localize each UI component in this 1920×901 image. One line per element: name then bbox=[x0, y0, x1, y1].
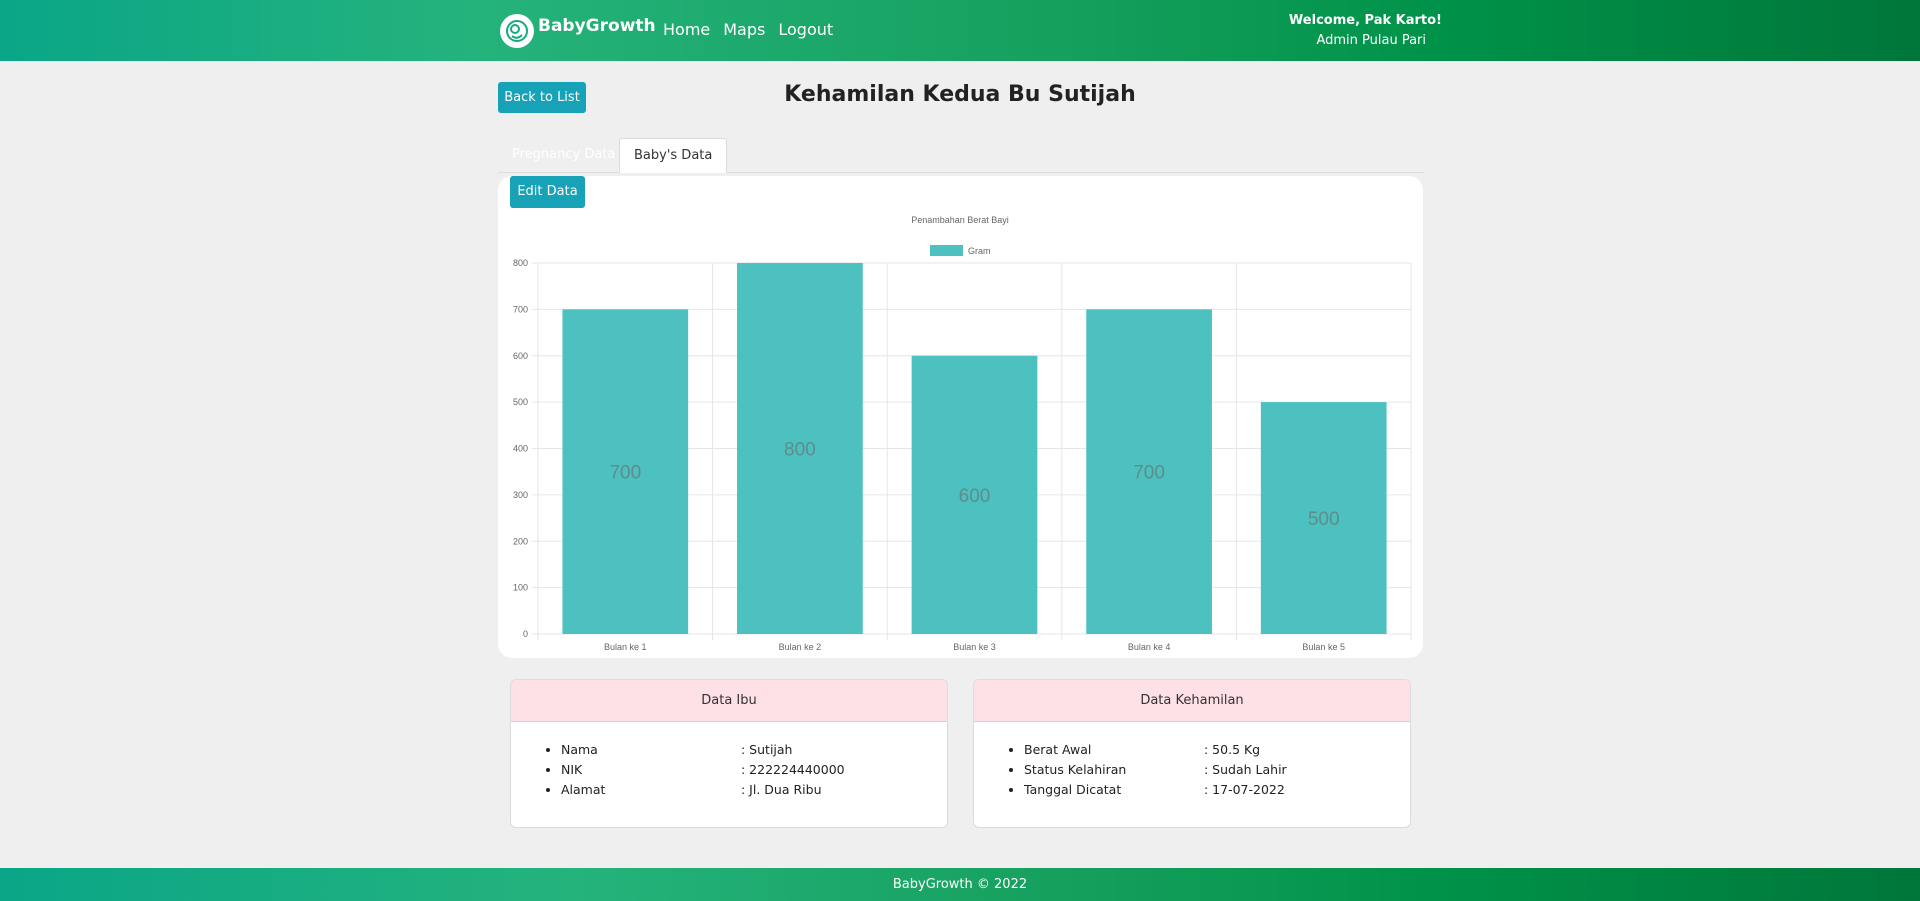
navbar: BabyGrowth Home Maps Logout Welcome, Pak… bbox=[0, 0, 1920, 61]
brand[interactable]: BabyGrowth bbox=[500, 14, 656, 48]
nav-logout-link[interactable]: Logout bbox=[778, 20, 834, 39]
bar[interactable] bbox=[562, 309, 689, 634]
bar[interactable] bbox=[1086, 309, 1212, 634]
field-value: : Sudah Lahir bbox=[1204, 762, 1287, 777]
nav-maps-link[interactable]: Maps bbox=[723, 20, 766, 39]
field-label: Nama bbox=[561, 742, 598, 757]
list-item: Berat Awal : 50.5 Kg bbox=[1024, 740, 1410, 760]
field-label: NIK bbox=[561, 762, 583, 777]
list-item: Alamat : Jl. Dua Ribu bbox=[561, 780, 947, 800]
y-tick-label: 200 bbox=[513, 536, 528, 546]
back-to-list-button[interactable]: Back to List bbox=[498, 82, 586, 113]
field-label: Alamat bbox=[561, 782, 606, 797]
field-label: Tanggal Dicatat bbox=[1024, 782, 1122, 797]
x-axis-ticks: Bulan ke 1 Bulan ke 2 Bulan ke 3 Bulan ke 4… bbox=[604, 642, 1345, 652]
bar[interactable] bbox=[911, 355, 1038, 634]
field-value: : 17-07-2022 bbox=[1204, 782, 1285, 797]
y-tick-label: 400 bbox=[513, 444, 528, 454]
tab-pregnancy-data[interactable]: Pregnancy Data bbox=[512, 147, 616, 162]
bar-value-label: 800 bbox=[784, 440, 816, 461]
page-title: Kehamilan Kedua Bu Sutijah bbox=[784, 82, 1136, 107]
footer: BabyGrowth © 2022 bbox=[0, 868, 1920, 901]
welcome-text: Welcome, Pak Karto! bbox=[1288, 13, 1442, 28]
x-tick-label: Bulan ke 1 bbox=[604, 642, 647, 652]
bar[interactable] bbox=[737, 263, 863, 634]
list-item: Nama : Sutijah bbox=[561, 740, 947, 760]
chart-card: Penambahan Berat Bayi Gram 0 100 200 300 400… bbox=[498, 176, 1423, 658]
x-tick-label: Bulan ke 4 bbox=[1128, 642, 1171, 652]
brand-name: BabyGrowth bbox=[538, 16, 656, 36]
bar-value-label: 700 bbox=[1133, 463, 1165, 484]
x-tick-label: Bulan ke 5 bbox=[1302, 642, 1345, 652]
y-tick-label: 600 bbox=[513, 351, 528, 361]
mother-data-list: Nama : Sutijah NIK : 222224440000 Alamat : … bbox=[511, 722, 947, 800]
weight-gain-chart: Penambahan Berat Bayi Gram 0 100 200 300 400… bbox=[513, 215, 1412, 652]
field-value: : 50.5 Kg bbox=[1204, 742, 1261, 757]
y-tick-label: 500 bbox=[513, 397, 528, 407]
chart-title: Penambahan Berat Bayi bbox=[911, 215, 1009, 225]
y-tick-label: 100 bbox=[513, 583, 528, 593]
mother-data-card: Data Ibu Nama : Sutijah NIK : 222224440000… bbox=[510, 679, 948, 828]
y-axis-ticks: 0 100 200 300 400 500 600 700 800 bbox=[513, 258, 528, 639]
field-value: : Sutijah bbox=[741, 742, 793, 757]
nav-links: Home Maps Logout bbox=[663, 20, 846, 39]
baby-logo-icon bbox=[500, 14, 534, 48]
bar-value-label: 500 bbox=[1308, 509, 1340, 530]
user-welcome: Welcome, Pak Karto! Admin Pulau Pari bbox=[1220, 11, 1442, 51]
y-tick-label: 700 bbox=[513, 304, 528, 314]
list-item: Status Kelahiran : Sudah Lahir bbox=[1024, 760, 1410, 780]
y-tick-label: 0 bbox=[523, 629, 528, 639]
list-item: Tanggal Dicatat : 17-07-2022 bbox=[1024, 780, 1410, 800]
list-item: NIK : 222224440000 bbox=[561, 760, 947, 780]
user-role: Admin Pulau Pari bbox=[1316, 33, 1426, 48]
bar-value-label: 600 bbox=[959, 486, 991, 507]
edit-data-button[interactable]: Edit Data bbox=[510, 176, 585, 208]
pregnancy-data-title: Data Kehamilan bbox=[974, 680, 1410, 722]
bar-value-label: 700 bbox=[609, 463, 641, 484]
field-value: : Jl. Dua Ribu bbox=[741, 782, 822, 797]
x-tick-label: Bulan ke 2 bbox=[779, 642, 822, 652]
legend-swatch bbox=[930, 245, 963, 256]
tab-bar: Pregnancy Data Baby's Data bbox=[498, 138, 1424, 173]
field-value: : 222224440000 bbox=[741, 762, 845, 777]
pregnancy-data-list: Berat Awal : 50.5 Kg Status Kelahiran : Su… bbox=[974, 722, 1410, 800]
tab-babys-data[interactable]: Baby's Data bbox=[619, 138, 728, 173]
mother-data-title: Data Ibu bbox=[511, 680, 947, 722]
y-tick-label: 300 bbox=[513, 490, 528, 500]
legend-label[interactable]: Gram bbox=[968, 246, 991, 256]
nav-home-link[interactable]: Home bbox=[663, 20, 711, 39]
field-label: Berat Awal bbox=[1024, 742, 1092, 757]
pregnancy-data-card: Data Kehamilan Berat Awal : 50.5 Kg Statu… bbox=[973, 679, 1411, 828]
bar[interactable] bbox=[1260, 402, 1387, 634]
x-tick-label: Bulan ke 3 bbox=[953, 642, 996, 652]
chart-bars: 700 800 600 700 500 bbox=[562, 263, 1387, 634]
y-tick-label: 800 bbox=[513, 258, 528, 268]
field-label: Status Kelahiran bbox=[1024, 762, 1127, 777]
